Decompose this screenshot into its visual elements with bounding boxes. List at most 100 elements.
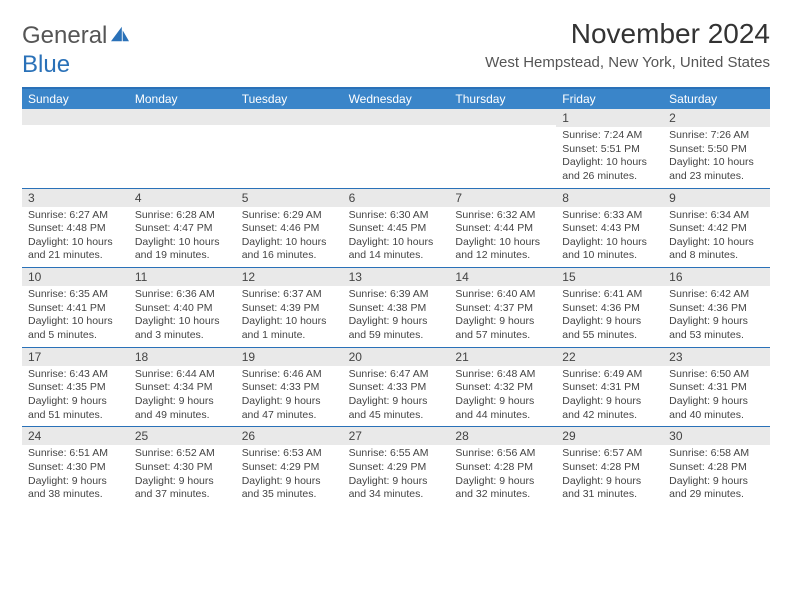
day-number: 13 (343, 268, 450, 286)
day-line-d2: and 31 minutes. (562, 488, 657, 502)
day-number: 17 (22, 348, 129, 366)
day-body: Sunrise: 6:57 AMSunset: 4:28 PMDaylight:… (556, 445, 663, 506)
day-line-sr: Sunrise: 6:53 AM (242, 447, 337, 461)
day-line-sr: Sunrise: 6:51 AM (28, 447, 123, 461)
day-line-d2: and 37 minutes. (135, 488, 230, 502)
day-body: Sunrise: 6:47 AMSunset: 4:33 PMDaylight:… (343, 366, 450, 427)
logo: General (22, 18, 133, 50)
day-line-d1: Daylight: 9 hours (349, 315, 444, 329)
week-row: 1Sunrise: 7:24 AMSunset: 5:51 PMDaylight… (22, 109, 770, 188)
day-line-sr: Sunrise: 6:36 AM (135, 288, 230, 302)
day-line-d2: and 35 minutes. (242, 488, 337, 502)
day-line-ss: Sunset: 4:32 PM (455, 381, 550, 395)
day-line-ss: Sunset: 4:39 PM (242, 302, 337, 316)
day-line-ss: Sunset: 4:31 PM (669, 381, 764, 395)
day-line-d2: and 51 minutes. (28, 409, 123, 423)
day-body: Sunrise: 6:51 AMSunset: 4:30 PMDaylight:… (22, 445, 129, 506)
day-line-ss: Sunset: 4:33 PM (242, 381, 337, 395)
day-line-sr: Sunrise: 6:30 AM (349, 209, 444, 223)
calendar: SundayMondayTuesdayWednesdayThursdayFrid… (22, 87, 770, 506)
day-line-d1: Daylight: 9 hours (28, 475, 123, 489)
day-line-sr: Sunrise: 6:42 AM (669, 288, 764, 302)
day-number: 8 (556, 189, 663, 207)
day-cell: 14Sunrise: 6:40 AMSunset: 4:37 PMDayligh… (449, 268, 556, 347)
day-line-d1: Daylight: 9 hours (669, 395, 764, 409)
day-number: 26 (236, 427, 343, 445)
day-number: 21 (449, 348, 556, 366)
day-cell: 30Sunrise: 6:58 AMSunset: 4:28 PMDayligh… (663, 427, 770, 506)
day-number: 24 (22, 427, 129, 445)
day-line-d1: Daylight: 10 hours (242, 315, 337, 329)
day-cell: 28Sunrise: 6:56 AMSunset: 4:28 PMDayligh… (449, 427, 556, 506)
day-body: Sunrise: 6:28 AMSunset: 4:47 PMDaylight:… (129, 207, 236, 268)
day-line-ss: Sunset: 4:44 PM (455, 222, 550, 236)
week-row: 17Sunrise: 6:43 AMSunset: 4:35 PMDayligh… (22, 347, 770, 427)
day-number: 7 (449, 189, 556, 207)
day-number: 27 (343, 427, 450, 445)
day-cell: 25Sunrise: 6:52 AMSunset: 4:30 PMDayligh… (129, 427, 236, 506)
day-line-d2: and 55 minutes. (562, 329, 657, 343)
day-body (343, 125, 450, 183)
day-line-ss: Sunset: 4:30 PM (135, 461, 230, 475)
day-line-d2: and 5 minutes. (28, 329, 123, 343)
day-line-d2: and 40 minutes. (669, 409, 764, 423)
day-cell: 8Sunrise: 6:33 AMSunset: 4:43 PMDaylight… (556, 189, 663, 268)
day-line-d1: Daylight: 10 hours (135, 315, 230, 329)
day-line-d1: Daylight: 10 hours (562, 156, 657, 170)
day-line-sr: Sunrise: 6:34 AM (669, 209, 764, 223)
day-line-sr: Sunrise: 6:33 AM (562, 209, 657, 223)
day-line-sr: Sunrise: 6:44 AM (135, 368, 230, 382)
day-line-ss: Sunset: 4:28 PM (669, 461, 764, 475)
day-line-sr: Sunrise: 6:28 AM (135, 209, 230, 223)
day-body: Sunrise: 6:40 AMSunset: 4:37 PMDaylight:… (449, 286, 556, 347)
title-block: November 2024 West Hempstead, New York, … (485, 18, 770, 71)
day-body: Sunrise: 6:33 AMSunset: 4:43 PMDaylight:… (556, 207, 663, 268)
day-line-d1: Daylight: 10 hours (562, 236, 657, 250)
day-cell (236, 109, 343, 188)
day-header-wednesday: Wednesday (343, 89, 450, 109)
day-cell: 5Sunrise: 6:29 AMSunset: 4:46 PMDaylight… (236, 189, 343, 268)
day-body: Sunrise: 6:36 AMSunset: 4:40 PMDaylight:… (129, 286, 236, 347)
day-number: 14 (449, 268, 556, 286)
day-line-d1: Daylight: 9 hours (242, 395, 337, 409)
day-line-sr: Sunrise: 6:46 AM (242, 368, 337, 382)
day-cell: 26Sunrise: 6:53 AMSunset: 4:29 PMDayligh… (236, 427, 343, 506)
logo-word2: Blue (22, 51, 70, 78)
day-number: 11 (129, 268, 236, 286)
day-line-ss: Sunset: 4:36 PM (562, 302, 657, 316)
day-number: 6 (343, 189, 450, 207)
day-number: 25 (129, 427, 236, 445)
day-line-ss: Sunset: 4:38 PM (349, 302, 444, 316)
day-number: 30 (663, 427, 770, 445)
day-line-sr: Sunrise: 6:37 AM (242, 288, 337, 302)
day-line-d2: and 14 minutes. (349, 249, 444, 263)
day-line-sr: Sunrise: 6:56 AM (455, 447, 550, 461)
day-line-ss: Sunset: 4:29 PM (349, 461, 444, 475)
day-line-d1: Daylight: 9 hours (242, 475, 337, 489)
day-body: Sunrise: 6:42 AMSunset: 4:36 PMDaylight:… (663, 286, 770, 347)
day-line-d2: and 57 minutes. (455, 329, 550, 343)
day-cell: 4Sunrise: 6:28 AMSunset: 4:47 PMDaylight… (129, 189, 236, 268)
day-cell: 7Sunrise: 6:32 AMSunset: 4:44 PMDaylight… (449, 189, 556, 268)
day-number (343, 109, 450, 125)
day-line-d1: Daylight: 9 hours (349, 395, 444, 409)
day-line-d2: and 23 minutes. (669, 170, 764, 184)
day-line-d2: and 34 minutes. (349, 488, 444, 502)
day-line-sr: Sunrise: 6:48 AM (455, 368, 550, 382)
sail-icon (109, 22, 131, 50)
day-line-d1: Daylight: 10 hours (135, 236, 230, 250)
day-body: Sunrise: 6:46 AMSunset: 4:33 PMDaylight:… (236, 366, 343, 427)
day-number (449, 109, 556, 125)
day-line-sr: Sunrise: 6:50 AM (669, 368, 764, 382)
day-line-ss: Sunset: 4:48 PM (28, 222, 123, 236)
day-body (236, 125, 343, 183)
day-line-d1: Daylight: 9 hours (562, 395, 657, 409)
day-body: Sunrise: 6:41 AMSunset: 4:36 PMDaylight:… (556, 286, 663, 347)
day-cell (449, 109, 556, 188)
day-line-d2: and 10 minutes. (562, 249, 657, 263)
day-body: Sunrise: 6:27 AMSunset: 4:48 PMDaylight:… (22, 207, 129, 268)
day-body: Sunrise: 7:26 AMSunset: 5:50 PMDaylight:… (663, 127, 770, 188)
day-cell: 19Sunrise: 6:46 AMSunset: 4:33 PMDayligh… (236, 348, 343, 427)
day-line-ss: Sunset: 4:46 PM (242, 222, 337, 236)
day-line-d1: Daylight: 9 hours (669, 315, 764, 329)
